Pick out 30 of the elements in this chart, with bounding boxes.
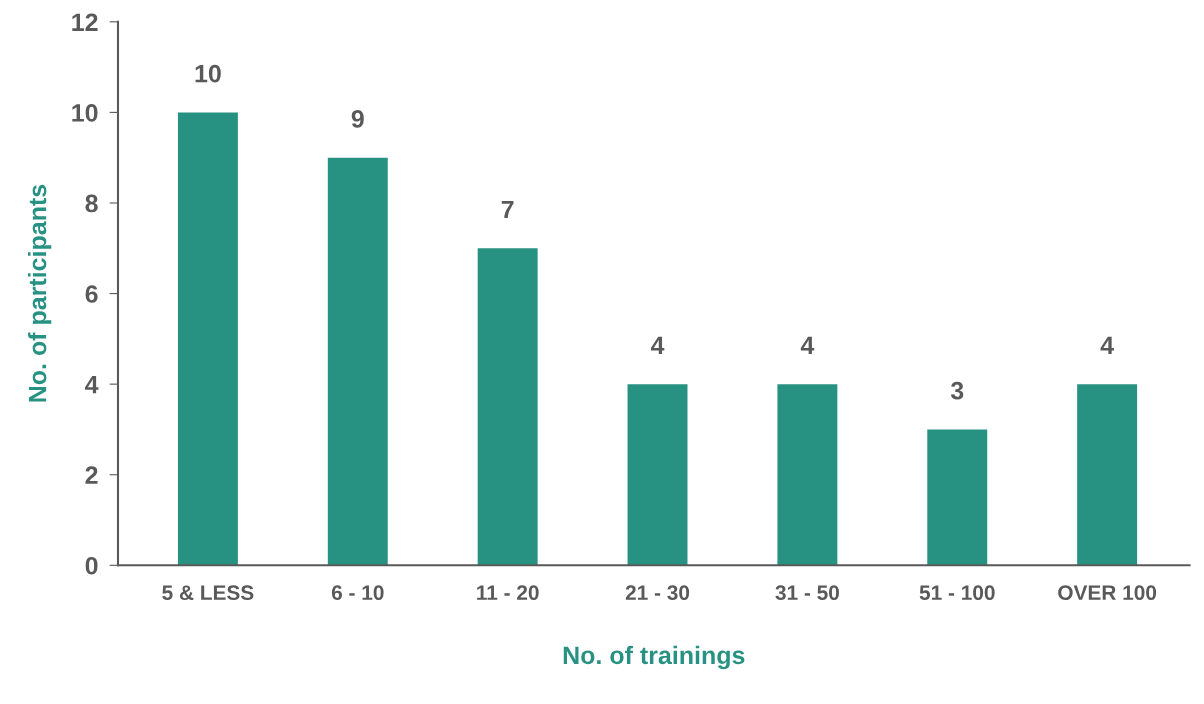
bar [1077, 384, 1138, 566]
y-tick-label: 2 [85, 466, 98, 484]
y-tick-label: 0 [85, 556, 98, 575]
x-tick-label: 11 - 20 [477, 585, 539, 601]
data-label: 7 [501, 200, 514, 219]
y-tick-label: 12 [72, 13, 98, 31]
y-tick-label: 6 [85, 285, 98, 303]
x-tick-label: OVER 100 [1058, 585, 1157, 601]
y-tick-label: 10 [72, 104, 98, 122]
data-label: 9 [351, 110, 364, 128]
data-label: 10 [195, 64, 221, 83]
bar [327, 157, 388, 566]
x-axis-title: No. of trainings [563, 645, 745, 670]
data-label: 4 [650, 336, 665, 354]
bar [477, 248, 538, 566]
x-tick-label: 6 - 10 [331, 585, 384, 601]
x-tick-label: 51 - 100 [919, 585, 995, 601]
y-tick-label: 8 [85, 194, 98, 213]
data-label: 4 [800, 336, 815, 354]
bar [177, 112, 238, 566]
data-label: 3 [950, 381, 964, 400]
y-axis-title: No. of participants [27, 184, 52, 402]
x-tick-label: 31 - 50 [775, 585, 839, 601]
x-tick-label: 5 & LESS [162, 585, 254, 601]
bar [927, 429, 988, 566]
data-label: 4 [1100, 336, 1114, 354]
bar [777, 384, 838, 566]
x-tick-label: 21 - 30 [625, 585, 690, 601]
y-tick-label: 4 [85, 376, 99, 394]
bar [627, 384, 688, 566]
